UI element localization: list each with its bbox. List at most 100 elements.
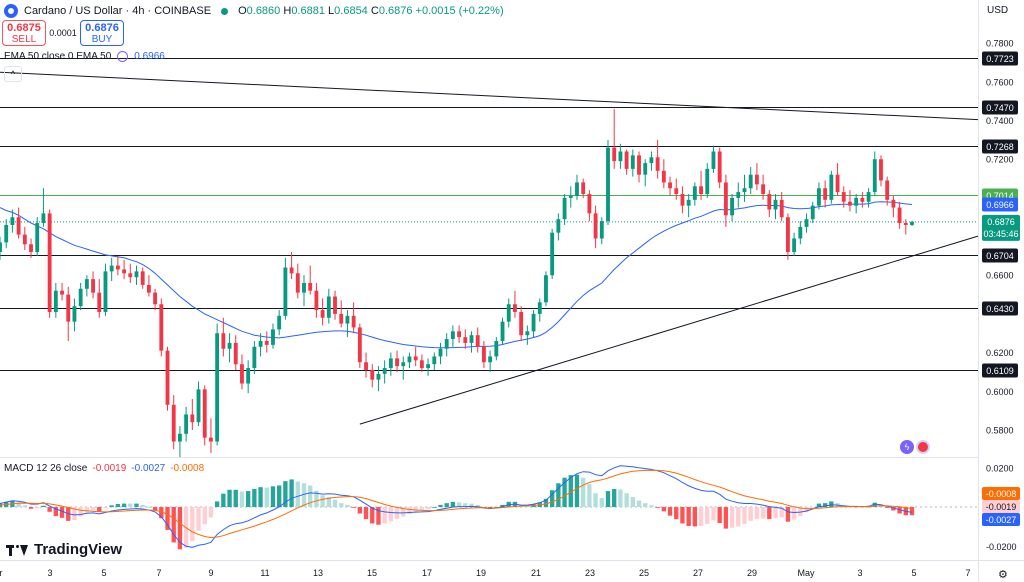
- tradingview-logo[interactable]: TradingView: [6, 541, 122, 558]
- candle[interactable]: [302, 275, 306, 307]
- candle[interactable]: [599, 217, 604, 245]
- candle[interactable]: [835, 163, 840, 196]
- candle[interactable]: [109, 257, 114, 282]
- candle[interactable]: [674, 178, 679, 200]
- candle[interactable]: [841, 186, 846, 208]
- candle[interactable]: [271, 323, 275, 349]
- candle[interactable]: [159, 298, 164, 357]
- candle[interactable]: [481, 340, 486, 369]
- candle[interactable]: [10, 209, 15, 233]
- candle[interactable]: [190, 398, 195, 430]
- candle[interactable]: [705, 163, 710, 198]
- candle[interactable]: [364, 352, 368, 378]
- candle[interactable]: [500, 317, 505, 345]
- event-icons[interactable]: ϟ: [900, 440, 930, 454]
- trendline[interactable]: [0, 71, 979, 121]
- ema-legend[interactable]: EMA 50 close 0 EMA 50 0.6966: [4, 51, 165, 62]
- macd-line[interactable]: [0, 465, 913, 548]
- candle[interactable]: [761, 174, 766, 200]
- candle[interactable]: [537, 298, 542, 322]
- candle[interactable]: [16, 207, 21, 239]
- us-flag-icon[interactable]: [916, 440, 930, 454]
- candle[interactable]: [115, 255, 120, 276]
- candle[interactable]: [730, 194, 735, 222]
- candle[interactable]: [357, 323, 362, 369]
- candle[interactable]: [382, 360, 387, 384]
- candle[interactable]: [854, 194, 859, 214]
- candle[interactable]: [910, 220, 914, 227]
- candle[interactable]: [568, 186, 573, 208]
- candle[interactable]: [575, 174, 579, 200]
- candle[interactable]: [773, 194, 778, 220]
- candle[interactable]: [525, 325, 530, 345]
- lightning-icon[interactable]: ϟ: [900, 440, 914, 454]
- candle[interactable]: [221, 317, 226, 357]
- candle[interactable]: [240, 354, 244, 390]
- candle[interactable]: [804, 213, 809, 233]
- candle[interactable]: [29, 238, 33, 258]
- candle[interactable]: [444, 333, 449, 357]
- candle[interactable]: [723, 174, 728, 227]
- candle[interactable]: [53, 282, 58, 318]
- candle[interactable]: [581, 178, 586, 198]
- candle[interactable]: [47, 209, 52, 318]
- candle[interactable]: [326, 288, 331, 324]
- candle[interactable]: [711, 145, 716, 173]
- candle[interactable]: [879, 155, 883, 187]
- candle[interactable]: [35, 217, 40, 256]
- macd-legend[interactable]: MACD 12 26 close -0.0019 -0.0027 -0.0008: [4, 463, 204, 474]
- candle[interactable]: [587, 190, 592, 222]
- candle[interactable]: [60, 282, 64, 301]
- candle[interactable]: [165, 346, 170, 411]
- candle[interactable]: [320, 298, 325, 326]
- candle[interactable]: [829, 170, 834, 204]
- candle[interactable]: [817, 182, 821, 210]
- candle[interactable]: [891, 195, 896, 218]
- candle[interactable]: [97, 279, 102, 318]
- candle[interactable]: [84, 275, 89, 297]
- candle[interactable]: [469, 331, 474, 353]
- gear-icon[interactable]: ⚙: [998, 569, 1008, 581]
- candle[interactable]: [258, 333, 263, 357]
- candle[interactable]: [246, 360, 251, 394]
- candle[interactable]: [91, 271, 95, 299]
- candle[interactable]: [513, 290, 517, 318]
- candle[interactable]: [4, 219, 9, 249]
- candle[interactable]: [314, 282, 319, 318]
- candle[interactable]: [450, 325, 455, 347]
- candle[interactable]: [686, 194, 691, 218]
- candle[interactable]: [823, 180, 828, 208]
- candle[interactable]: [252, 340, 257, 374]
- visibility-toggle-icon[interactable]: [117, 51, 129, 62]
- currency-label[interactable]: USD: [987, 5, 1009, 16]
- candle[interactable]: [562, 194, 567, 225]
- buy-button[interactable]: 0.6876 BUY: [80, 20, 124, 46]
- candle[interactable]: [457, 325, 462, 343]
- candle[interactable]: [624, 149, 629, 175]
- candle[interactable]: [612, 108, 617, 169]
- candle[interactable]: [171, 395, 176, 450]
- macd-signal-line[interactable]: [0, 469, 913, 539]
- candle[interactable]: [885, 176, 890, 206]
- candle[interactable]: [215, 323, 220, 446]
- candle[interactable]: [196, 381, 201, 427]
- candle[interactable]: [401, 356, 406, 380]
- symbol-title[interactable]: Cardano / US Dollar · 4h · COINBASE: [24, 5, 212, 17]
- candle[interactable]: [785, 213, 790, 260]
- candle[interactable]: [463, 329, 468, 349]
- candle[interactable]: [779, 192, 784, 222]
- candle[interactable]: [140, 267, 145, 289]
- candle[interactable]: [488, 350, 493, 372]
- candle[interactable]: [692, 182, 697, 206]
- candle[interactable]: [754, 163, 759, 191]
- candle[interactable]: [184, 406, 189, 442]
- candle[interactable]: [153, 288, 158, 311]
- candle[interactable]: [643, 159, 648, 187]
- candle[interactable]: [438, 342, 443, 365]
- candle[interactable]: [233, 335, 238, 370]
- candle[interactable]: [351, 302, 356, 334]
- candle[interactable]: [308, 265, 313, 295]
- candle[interactable]: [475, 327, 480, 353]
- candle[interactable]: [177, 426, 182, 457]
